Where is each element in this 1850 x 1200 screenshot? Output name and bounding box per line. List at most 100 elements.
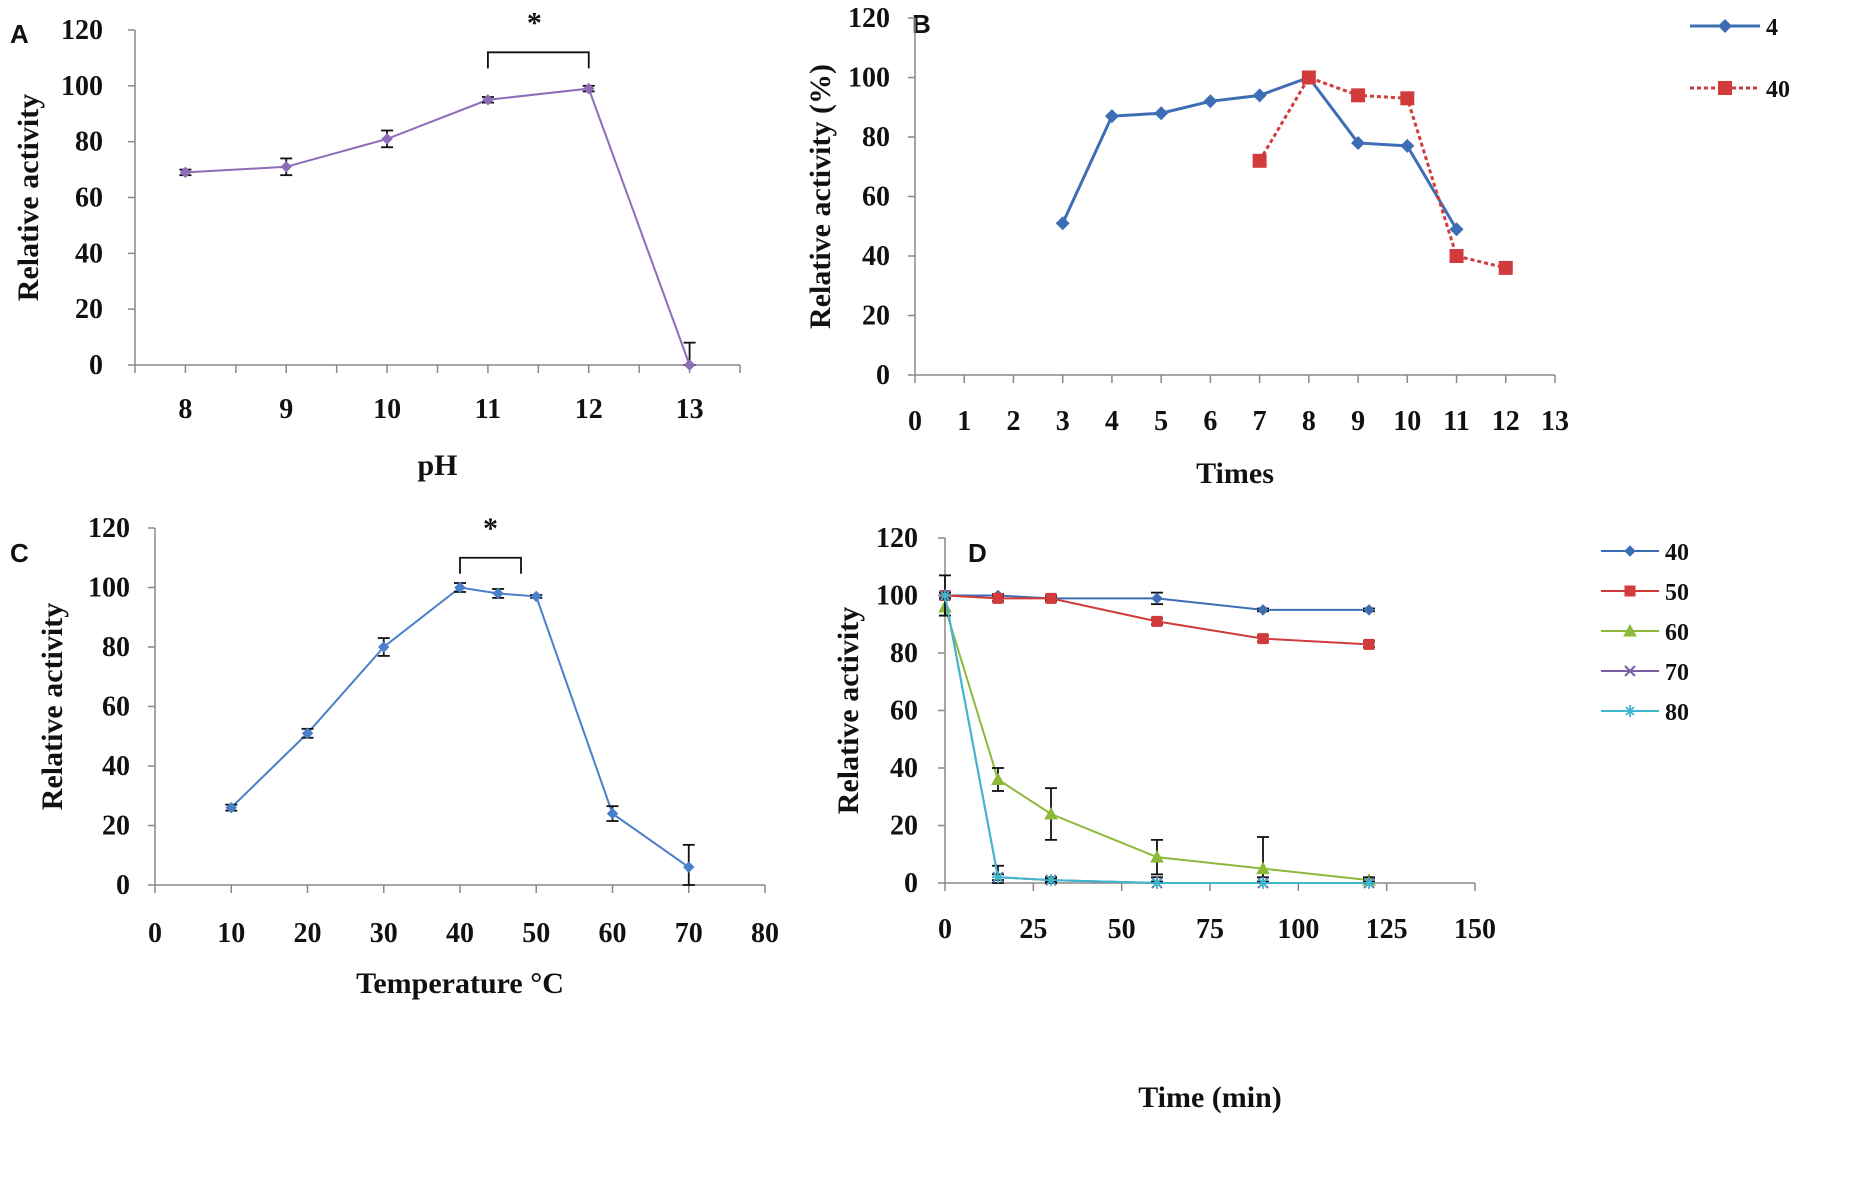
x-tick-label: 40 [446, 918, 474, 949]
x-tick-label: 0 [148, 918, 162, 949]
data-point [1363, 604, 1375, 616]
x-tick-label: 1 [957, 406, 971, 437]
y-axis-title: Relative activity [36, 603, 69, 810]
data-point [1301, 70, 1316, 85]
x-tick-label: 25 [1019, 914, 1047, 945]
y-tick-label: 40 [862, 241, 890, 272]
x-tick-label: 8 [1302, 406, 1316, 437]
data-point [606, 807, 619, 820]
legend-label-3: 70 [1665, 660, 1689, 686]
x-axis-title: pH [417, 449, 457, 482]
data-point [1151, 615, 1163, 627]
panel-letter-c: C [10, 538, 29, 568]
chart-panel-a: 0 20 40 60 80 100 120 8 9 10 11 12 13 pH Relative acti… [12, 6, 741, 482]
legend-marker [1624, 545, 1636, 557]
y-tick-label: 60 [862, 182, 890, 213]
y-tick-label: 100 [876, 581, 918, 612]
data-point [1257, 877, 1269, 889]
data-point [1363, 638, 1375, 650]
x-tick-label: 9 [279, 394, 293, 425]
data-point [683, 861, 695, 873]
panel-letter-d: D [968, 538, 987, 568]
data-point [1351, 135, 1366, 150]
x-tick-label: 100 [1277, 914, 1319, 945]
x-tick-label: 4 [1105, 406, 1119, 437]
data-point [1498, 260, 1513, 275]
x-tick-label: 6 [1203, 406, 1217, 437]
x-tick-label: 9 [1351, 406, 1365, 437]
y-tick-label: 0 [904, 868, 918, 899]
y-tick-label: 40 [890, 753, 918, 784]
data-point [1045, 592, 1057, 604]
legend-label-4: 80 [1665, 700, 1689, 726]
y-tick-label: 0 [89, 350, 103, 381]
y-tick-label: 20 [75, 294, 103, 325]
x-tick-label: 10 [217, 918, 245, 949]
chart-panel-d: 0 20 40 60 80 100 120 0 25 50 75 100 125 150 Time (min… [832, 523, 1689, 1114]
x-tick-label: 70 [675, 918, 703, 949]
data-point [1104, 109, 1119, 124]
y-tick-label: 60 [890, 696, 918, 727]
y-tick-label: 20 [102, 811, 130, 842]
data-point [1252, 153, 1267, 168]
x-tick-label: 13 [1541, 406, 1569, 437]
y-tick-label: 20 [862, 301, 890, 332]
data-point [378, 641, 390, 653]
data-point [992, 871, 1004, 884]
x-tick-label: 8 [178, 394, 192, 425]
x-tick-label: 20 [294, 918, 322, 949]
significance-label: * [527, 6, 542, 39]
data-point [1154, 106, 1169, 121]
x-tick-label: 10 [373, 394, 401, 425]
significance-bracket [459, 556, 522, 574]
y-tick-label: 0 [876, 360, 890, 391]
x-tick-label: 12 [1492, 406, 1520, 437]
x-axis-title: Times [1196, 457, 1274, 490]
x-tick-label: 30 [370, 918, 398, 949]
x-tick-label: 150 [1454, 914, 1496, 945]
y-tick-label: 120 [61, 15, 103, 46]
data-point [179, 166, 192, 179]
data-point [1055, 216, 1070, 231]
y-tick-label: 60 [75, 183, 103, 214]
legend-label-0: 40 [1665, 540, 1689, 566]
data-point [1256, 861, 1270, 875]
x-tick-label: 5 [1154, 406, 1168, 437]
data-point [1151, 877, 1163, 889]
data-point [530, 590, 542, 603]
panel-letter-b: B [912, 9, 931, 39]
series-line-1 [944, 594, 1370, 646]
legend-marker [1718, 81, 1732, 95]
y-axis-title: Relative activity (%) [804, 64, 837, 329]
y-tick-label: 0 [116, 870, 130, 901]
y-tick-label: 100 [848, 63, 890, 94]
y-tick-label: 80 [75, 127, 103, 158]
series-line-1 [1258, 75, 1507, 270]
panel-letter-a: A [10, 19, 29, 49]
x-axis-title: Time (min) [1138, 1081, 1282, 1114]
y-tick-label: 120 [88, 513, 130, 544]
series-line-0 [945, 594, 1369, 611]
data-point [482, 94, 494, 106]
data-point [1363, 877, 1375, 889]
legend-marker [1624, 665, 1636, 677]
y-tick-label: 120 [876, 523, 918, 554]
y-tick-label: 40 [102, 751, 130, 782]
x-tick-label: 80 [751, 918, 779, 949]
data-point [301, 727, 314, 739]
series-line-0 [185, 87, 691, 366]
y-tick-label: 100 [88, 573, 130, 604]
series-line-4 [944, 595, 1369, 884]
data-point [1400, 138, 1415, 153]
data-point [939, 589, 951, 602]
x-tick-label: 50 [1108, 914, 1136, 945]
legend-label-0: 4 [1766, 15, 1778, 41]
data-point [492, 587, 504, 600]
y-tick-label: 80 [102, 632, 130, 663]
legend-marker [1624, 705, 1636, 717]
x-tick-label: 11 [475, 394, 501, 425]
data-point [1449, 249, 1464, 263]
chart-panel-c: 0 20 40 60 80 100 120 0 10 20 30 40 50 60 70 80 Temperat… [36, 512, 779, 1000]
